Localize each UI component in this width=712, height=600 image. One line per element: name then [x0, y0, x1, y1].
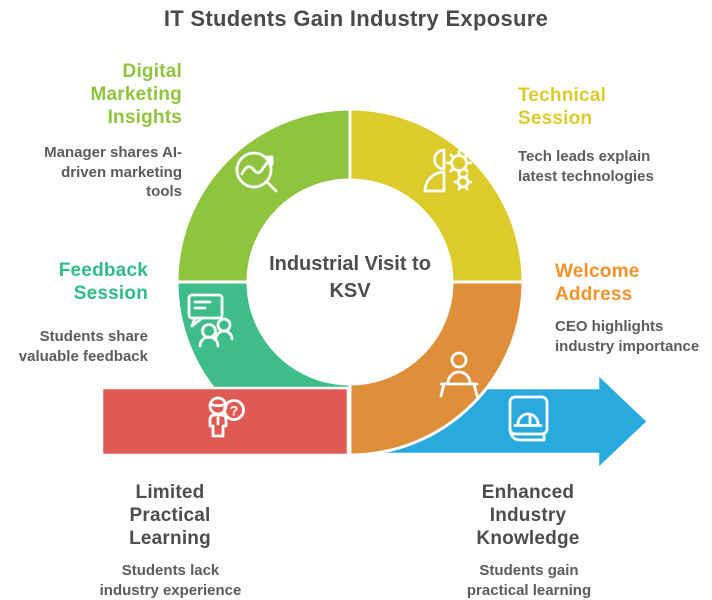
chat-people-icon: [187, 293, 234, 348]
page-title: IT Students Gain Industry Exposure: [163, 6, 549, 31]
feedback-session-label: Feedback Session: [58, 260, 148, 305]
enhanced-industry-knowledge-desc: Students gain practical learning: [466, 562, 592, 599]
limited-practical-learning-label: Limited Practical Learning: [129, 482, 211, 550]
enhanced-industry-knowledge-label: Enhanced Industry Knowledge: [476, 482, 580, 550]
welcome-address-label: Welcome Address: [555, 261, 640, 306]
podium-speaker-icon: [439, 351, 479, 398]
person-gear-icon: [423, 148, 473, 193]
person-question-icon: ?: [208, 396, 245, 438]
digital-marketing-desc: Manager shares AI-driven marketing tools: [44, 144, 182, 200]
welcome-address-desc: CEO highlights industry importance: [555, 318, 700, 355]
trend-analysis-icon: [235, 151, 278, 193]
feedback-session-desc: Students share valuable feedback: [18, 328, 148, 365]
question-mark-glyph: ?: [230, 403, 239, 419]
segment-digital-marketing: [175, 107, 352, 284]
segment-technical: [348, 107, 525, 284]
hardhat-book-icon: [508, 395, 549, 442]
technical-session-desc: Tech leads explain latest technologies: [518, 148, 654, 185]
technical-session-label: Technical Session: [518, 85, 607, 130]
limited-practical-learning-desc: Students lack industry experience: [99, 562, 242, 599]
segment-welcome: [348, 280, 525, 457]
center-label: Industrial Visit to KSV: [269, 253, 431, 302]
digital-marketing-label: Digital Marketing Insights: [90, 61, 182, 129]
